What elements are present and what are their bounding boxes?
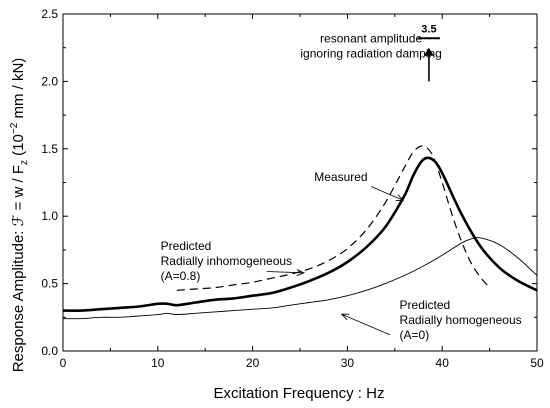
x-tick-label: 0 — [60, 356, 67, 370]
annotation-line: Radially inhomogeneous — [161, 254, 292, 268]
x-tick-label: 20 — [246, 356, 260, 370]
y-axis-title: Response Amplitude: ℱ = w / Fz (10−2 mm … — [9, 58, 30, 373]
series-line-0 — [62, 156, 538, 312]
axis-ticks: 0 10 20 30 40 50 0.0 0.5 1.0 1.5 2.0 2.5 — [41, 7, 544, 370]
x-tick-label: 10 — [151, 356, 165, 370]
y-axis-title-subscript: z — [19, 160, 30, 165]
plot-frame — [62, 13, 538, 352]
annotation-measured: Measured — [314, 170, 367, 184]
annotation-homogeneous: Predicted Radially homogeneous (A=0) — [400, 298, 522, 342]
resonant-arrow-head — [423, 47, 434, 56]
annotation-resonant: resonant amplitude ignoring radiation dam… — [300, 31, 441, 60]
annotation-line: Measured — [314, 170, 367, 184]
annotation-line: ignoring radiation damping — [300, 46, 441, 60]
y-axis-title-unit: (10 — [10, 134, 27, 160]
resonant-marker: 3.5 — [417, 23, 440, 82]
series-line-2 — [62, 237, 538, 320]
annotation-line: (A=0) — [400, 328, 430, 342]
series-line-1 — [176, 145, 491, 291]
x-tick-label: 50 — [530, 356, 544, 370]
x-axis-title: Excitation Frequency : Hz — [214, 385, 385, 402]
annotation-line: resonant amplitude — [320, 31, 422, 45]
resonant-value-label: 3.5 — [421, 23, 436, 35]
y-tick-label: 1.5 — [41, 142, 58, 156]
annotation-leader-homogeneous — [343, 315, 391, 336]
y-tick-label: 0.0 — [41, 344, 58, 358]
y-tick-label: 1.0 — [41, 209, 58, 223]
annotation-line: (A=0.8) — [161, 269, 201, 283]
y-axis-title-main: Response Amplitude: ℱ = w / F — [10, 165, 27, 372]
x-tick-label: 30 — [341, 356, 355, 370]
y-axis-title-exponent: −2 — [9, 122, 20, 134]
annotation-leader-inhomogeneous — [266, 271, 303, 272]
annotation-line: Predicted — [400, 298, 451, 312]
annotation-line: Predicted — [161, 239, 212, 253]
plot-border — [62, 13, 538, 352]
x-tick-label: 40 — [436, 356, 450, 370]
series-layer — [62, 145, 538, 320]
y-tick-label: 2.0 — [41, 74, 58, 88]
y-tick-label: 0.5 — [41, 277, 58, 291]
annotation-leader-measured — [370, 186, 402, 200]
annotation-inhomogeneous: Predicted Radially inhomogeneous (A=0.8) — [161, 239, 292, 283]
y-axis-title-unit-end: mm / kN) — [10, 58, 27, 123]
y-tick-label: 2.5 — [41, 7, 58, 21]
annotation-line: Radially homogeneous — [400, 313, 522, 327]
